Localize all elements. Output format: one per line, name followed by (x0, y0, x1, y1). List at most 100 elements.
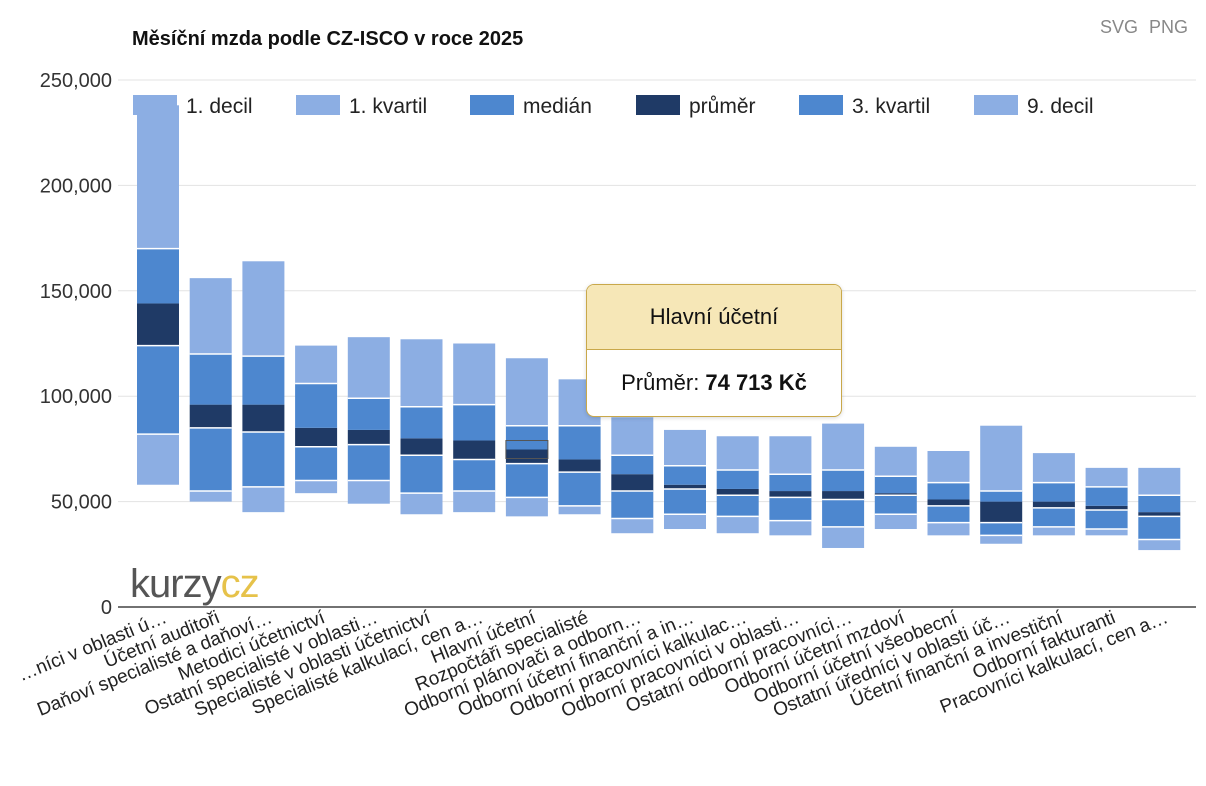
bar-decil-9[interactable] (980, 425, 1023, 492)
bar-decil-9[interactable] (137, 105, 179, 249)
bar-decil-1[interactable] (769, 520, 812, 536)
bar-decil-1[interactable] (611, 518, 654, 534)
bar-decil-1[interactable] (505, 497, 548, 517)
bar-decil-1[interactable] (822, 526, 865, 548)
export-png-link[interactable]: PNG (1148, 17, 1188, 37)
bar-kvartil-3[interactable] (1138, 495, 1181, 513)
bar-kvartil-1[interactable] (189, 427, 232, 492)
bar-kvartil-1[interactable] (453, 459, 496, 492)
bar-kvartil-1[interactable] (874, 495, 917, 515)
bar-decil-1[interactable] (347, 480, 390, 504)
bar-kvartil-3[interactable] (874, 476, 917, 494)
bar-decil-9[interactable] (1085, 467, 1128, 487)
bar-decil-1[interactable] (1032, 526, 1075, 536)
bar-decil-1[interactable] (189, 491, 232, 502)
bar-kvartil-3[interactable] (505, 425, 548, 450)
bar-kvartil-3[interactable] (347, 398, 390, 430)
bar-decil-1[interactable] (137, 434, 179, 485)
bar-decil-9[interactable] (874, 446, 917, 477)
legend-label[interactable]: 1. decil (186, 95, 253, 118)
export-svg-link[interactable]: SVG (1099, 17, 1138, 37)
bar-kvartil-1[interactable] (980, 522, 1023, 536)
bar-decil-1[interactable] (874, 514, 917, 530)
bar-decil-9[interactable] (611, 417, 654, 456)
bar-decil-9[interactable] (295, 345, 338, 384)
bar-kvartil-3[interactable] (822, 469, 865, 492)
bar-decil-1[interactable] (1085, 529, 1128, 536)
bar-kvartil-3[interactable] (1085, 486, 1128, 506)
bar-kvartil-3[interactable] (611, 455, 654, 475)
bar-prumer[interactable] (1138, 512, 1181, 517)
legend-label[interactable]: průměr (689, 95, 756, 118)
bar-kvartil-3[interactable] (980, 491, 1023, 502)
bar-prumer[interactable] (611, 474, 654, 492)
bar-prumer[interactable] (1032, 501, 1075, 508)
bar-decil-9[interactable] (505, 358, 548, 426)
legend-swatch[interactable] (296, 95, 340, 115)
bar-prumer[interactable] (295, 427, 338, 447)
bar-kvartil-3[interactable] (242, 356, 285, 405)
bar-kvartil-3[interactable] (295, 383, 338, 428)
bar-kvartil-1[interactable] (1138, 516, 1181, 540)
bar-decil-9[interactable] (347, 337, 390, 399)
bar-kvartil-1[interactable] (558, 472, 601, 506)
bar-kvartil-1[interactable] (137, 345, 179, 435)
bar-kvartil-3[interactable] (664, 465, 706, 485)
bar-kvartil-1[interactable] (664, 488, 706, 515)
bar-kvartil-1[interactable] (1032, 507, 1075, 527)
bar-decil-1[interactable] (1138, 539, 1181, 551)
bar-decil-9[interactable] (400, 339, 443, 407)
bar-decil-1[interactable] (242, 486, 285, 513)
bar-kvartil-1[interactable] (822, 499, 865, 527)
legend-label[interactable]: 9. decil (1027, 95, 1094, 118)
bar-kvartil-1[interactable] (769, 497, 812, 521)
bar-decil-1[interactable] (453, 491, 496, 513)
bar-decil-9[interactable] (769, 436, 812, 475)
bar-decil-1[interactable] (295, 480, 338, 494)
bar-prumer[interactable] (1085, 505, 1128, 511)
bar-decil-1[interactable] (400, 493, 443, 515)
bar-prumer[interactable] (453, 440, 496, 460)
bar-prumer[interactable] (716, 488, 759, 496)
bar-kvartil-1[interactable] (347, 444, 390, 481)
bar-decil-9[interactable] (716, 436, 759, 470)
bar-kvartil-1[interactable] (927, 505, 970, 523)
bar-prumer[interactable] (927, 499, 970, 506)
bar-decil-9[interactable] (664, 429, 706, 466)
bar-prumer[interactable] (400, 438, 443, 456)
legend-swatch[interactable] (636, 95, 680, 115)
bar-kvartil-3[interactable] (769, 474, 812, 492)
bar-kvartil-3[interactable] (558, 425, 601, 460)
bar-prumer[interactable] (822, 491, 865, 500)
bar-decil-9[interactable] (242, 261, 285, 357)
bar-kvartil-3[interactable] (400, 406, 443, 439)
bar-kvartil-1[interactable] (716, 495, 759, 517)
bar-prumer[interactable] (137, 303, 179, 346)
bar-prumer[interactable] (558, 459, 601, 473)
bar-decil-1[interactable] (558, 505, 601, 515)
bar-prumer[interactable] (347, 429, 390, 445)
bar-prumer[interactable] (242, 404, 285, 433)
bar-kvartil-3[interactable] (716, 469, 759, 489)
bar-kvartil-3[interactable] (137, 248, 179, 304)
bar-decil-9[interactable] (1138, 467, 1181, 496)
legend-swatch[interactable] (799, 95, 843, 115)
bar-kvartil-1[interactable] (400, 455, 443, 494)
bar-kvartil-1[interactable] (505, 463, 548, 498)
bar-kvartil-1[interactable] (1085, 510, 1128, 530)
bar-decil-1[interactable] (664, 514, 706, 530)
bar-decil-9[interactable] (453, 343, 496, 405)
bar-kvartil-1[interactable] (611, 491, 654, 519)
bar-decil-1[interactable] (980, 535, 1023, 544)
bar-kvartil-3[interactable] (927, 482, 970, 500)
bar-kvartil-3[interactable] (189, 354, 232, 405)
bar-decil-9[interactable] (1032, 453, 1075, 483)
bar-prumer[interactable] (769, 491, 812, 498)
bar-decil-9[interactable] (927, 451, 970, 483)
bar-kvartil-3[interactable] (453, 404, 496, 441)
bar-prumer[interactable] (189, 404, 232, 428)
bar-kvartil-3[interactable] (1032, 482, 1075, 502)
legend-swatch[interactable] (974, 95, 1018, 115)
legend-swatch[interactable] (470, 95, 514, 115)
legend-label[interactable]: medián (523, 95, 592, 118)
